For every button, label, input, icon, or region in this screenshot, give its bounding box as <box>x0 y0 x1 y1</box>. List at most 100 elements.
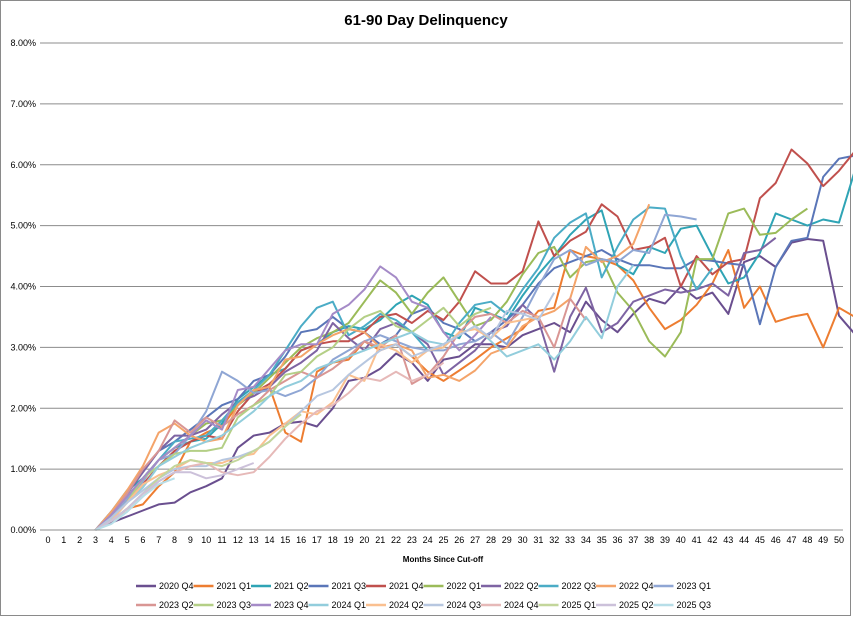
legend-label: 2023 Q4 <box>274 600 309 610</box>
x-tick-label: 31 <box>533 535 543 545</box>
x-tick-label: 8 <box>172 535 177 545</box>
legend-item: 2021 Q4 <box>366 581 424 591</box>
series-line-2022-q4 <box>94 203 651 531</box>
y-tick-label: 0.00% <box>10 525 36 535</box>
x-tick-label: 50 <box>834 535 844 545</box>
y-tick-label: 3.00% <box>10 342 36 352</box>
series-line-2025-q2 <box>95 462 255 531</box>
legend-item: 2024 Q2 <box>366 600 424 610</box>
x-tick-label: 24 <box>423 535 433 545</box>
series-lines <box>94 148 853 531</box>
x-tick-label: 20 <box>359 535 369 545</box>
x-tick-label: 26 <box>454 535 464 545</box>
y-tick-label: 7.00% <box>10 99 36 109</box>
x-tick-label: 43 <box>723 535 733 545</box>
x-tick-label: 13 <box>249 535 259 545</box>
legend-item: 2025 Q1 <box>538 600 597 610</box>
y-tick-label: 2.00% <box>10 403 36 413</box>
legend-item: 2025 Q3 <box>653 600 711 610</box>
legend-item: 2020 Q4 <box>136 581 194 591</box>
x-tick-label: 21 <box>375 535 385 545</box>
legend-label: 2024 Q3 <box>447 600 482 610</box>
legend-item: 2021 Q1 <box>193 581 252 591</box>
x-tick-label: 36 <box>613 535 623 545</box>
x-tick-label: 44 <box>739 535 749 545</box>
x-tick-label: 34 <box>581 535 591 545</box>
x-tick-label: 5 <box>125 535 130 545</box>
legend-label: 2022 Q4 <box>619 581 654 591</box>
series-line-2023-q2 <box>94 297 587 531</box>
series-line-2020-q4 <box>95 238 853 531</box>
x-tick-label: 25 <box>438 535 448 545</box>
legend-label: 2022 Q3 <box>562 581 597 591</box>
legend-item: 2024 Q1 <box>308 600 366 610</box>
x-axis-title: Months Since Cut-off <box>403 555 484 564</box>
x-tick-label: 27 <box>470 535 480 545</box>
x-tick-label: 1 <box>61 535 66 545</box>
chart-title: 61-90 Day Delinquency <box>344 12 508 29</box>
x-tick-label: 33 <box>565 535 575 545</box>
legend-item: 2023 Q2 <box>136 600 194 610</box>
legend-label: 2020 Q4 <box>159 581 194 591</box>
x-tick-label: 40 <box>676 535 686 545</box>
series-line-2021-q1 <box>95 249 853 531</box>
legend-item: 2023 Q1 <box>653 581 711 591</box>
x-tick-label: 35 <box>597 535 607 545</box>
legend-label: 2023 Q3 <box>217 600 252 610</box>
legend-item: 2022 Q1 <box>423 581 482 591</box>
x-axis-ticks: 0 1 2 3 4 5 6 7 8 9 10 11 12 13 14 15 16 17 18 19 20 21 22 23 24… <box>45 535 844 545</box>
legend-item: 2022 Q4 <box>596 581 654 591</box>
series-line-2024-q3 <box>94 292 556 531</box>
x-tick-label: 41 <box>692 535 702 545</box>
legend-label: 2024 Q4 <box>504 600 539 610</box>
legend-item: 2023 Q3 <box>193 600 252 610</box>
x-tick-label: 45 <box>755 535 765 545</box>
x-tick-label: 17 <box>312 535 322 545</box>
x-tick-label: 0 <box>45 535 50 545</box>
x-tick-label: 4 <box>109 535 114 545</box>
x-tick-label: 47 <box>787 535 797 545</box>
x-tick-label: 6 <box>140 535 145 545</box>
x-tick-label: 28 <box>486 535 496 545</box>
legend-label: 2021 Q2 <box>274 581 309 591</box>
legend-label: 2022 Q2 <box>504 581 539 591</box>
legend-item: 2022 Q3 <box>538 581 597 591</box>
series-line-2025-q3 <box>95 477 175 531</box>
series-line-2023-q4 <box>94 265 492 531</box>
legend-label: 2024 Q2 <box>389 600 424 610</box>
x-tick-label: 16 <box>296 535 306 545</box>
legend-item: 2024 Q4 <box>481 600 539 610</box>
x-tick-label: 30 <box>518 535 528 545</box>
x-tick-label: 37 <box>628 535 638 545</box>
series-line-2022-q3 <box>94 206 714 531</box>
gridlines <box>40 42 843 470</box>
x-tick-label: 12 <box>233 535 243 545</box>
x-tick-label: 2 <box>77 535 82 545</box>
legend-label: 2021 Q3 <box>332 581 367 591</box>
x-tick-label: 46 <box>771 535 781 545</box>
legend-item: 2021 Q2 <box>251 581 309 591</box>
x-tick-label: 18 <box>328 535 338 545</box>
x-tick-label: 9 <box>188 535 193 545</box>
legend-label: 2021 Q4 <box>389 581 424 591</box>
y-tick-label: 6.00% <box>10 160 36 170</box>
y-tick-label: 1.00% <box>10 464 36 474</box>
x-tick-label: 19 <box>344 535 354 545</box>
legend-label: 2025 Q1 <box>562 600 597 610</box>
legend-item: 2024 Q3 <box>423 600 482 610</box>
x-tick-label: 23 <box>407 535 417 545</box>
series-line-2022-q2 <box>94 237 777 531</box>
x-tick-label: 42 <box>707 535 717 545</box>
y-tick-label: 4.00% <box>10 282 36 292</box>
legend-label: 2022 Q1 <box>447 581 482 591</box>
x-tick-label: 49 <box>818 535 828 545</box>
x-tick-label: 32 <box>549 535 559 545</box>
x-tick-label: 39 <box>660 535 670 545</box>
legend-item: 2021 Q3 <box>308 581 367 591</box>
series-line-2024-q1 <box>94 264 635 531</box>
y-tick-label: 5.00% <box>10 221 36 231</box>
x-tick-label: 38 <box>644 535 654 545</box>
legend-label: 2021 Q1 <box>217 581 252 591</box>
